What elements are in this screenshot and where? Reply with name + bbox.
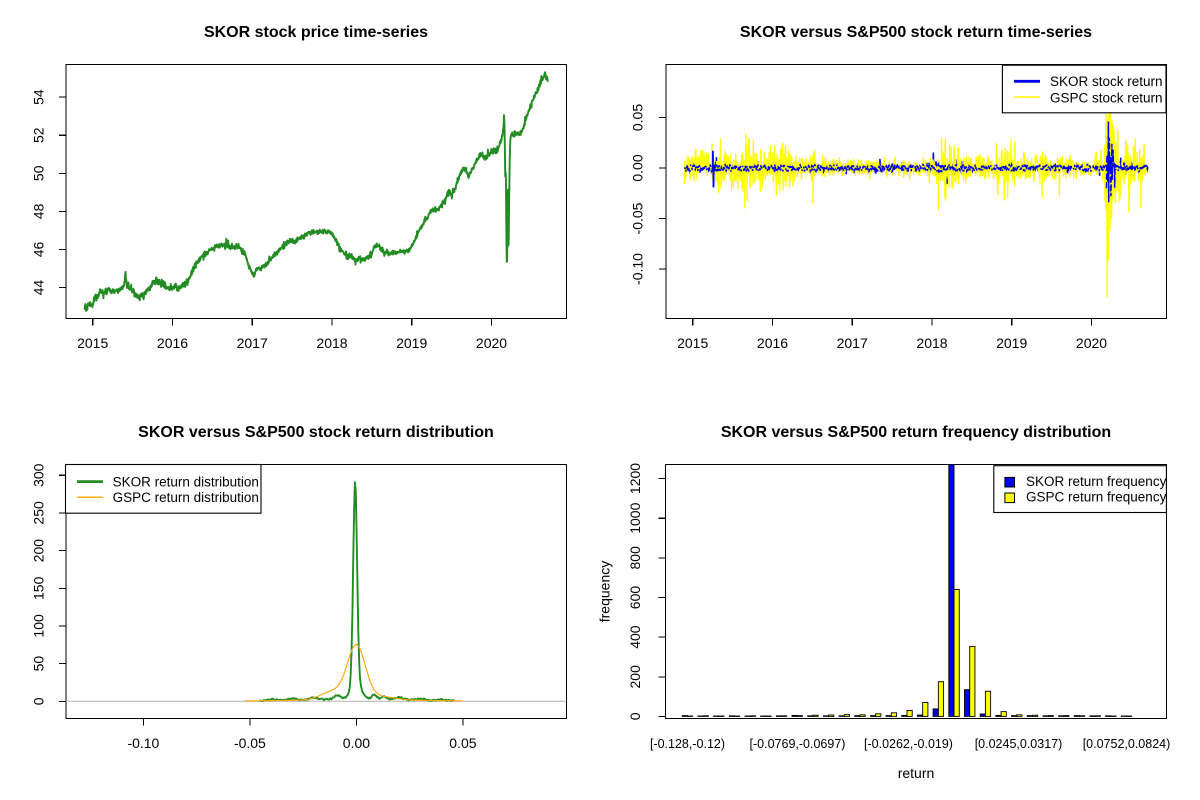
svg-text:-0.10: -0.10 <box>630 253 646 285</box>
svg-text:SKOR versus S&P500 stock retur: SKOR versus S&P500 stock return time-ser… <box>740 24 1092 41</box>
svg-text:GSPC return frequency: GSPC return frequency <box>1026 490 1167 505</box>
svg-text:0.05: 0.05 <box>449 735 476 751</box>
svg-text:2019: 2019 <box>996 335 1027 351</box>
svg-text:200: 200 <box>31 539 47 563</box>
svg-text:400: 400 <box>627 625 643 649</box>
svg-text:600: 600 <box>627 586 643 610</box>
svg-text:SKOR versus S&P500 return freq: SKOR versus S&P500 return frequency dist… <box>721 424 1111 441</box>
svg-text:[0.0752,0.0824): [0.0752,0.0824) <box>1083 737 1171 751</box>
svg-text:0: 0 <box>31 697 47 705</box>
svg-text:50: 50 <box>31 656 47 672</box>
svg-text:SKOR return frequency: SKOR return frequency <box>1026 474 1167 489</box>
svg-text:2017: 2017 <box>837 335 868 351</box>
svg-text:48: 48 <box>31 203 47 219</box>
svg-text:0.00: 0.00 <box>343 735 370 751</box>
svg-text:2016: 2016 <box>157 335 188 351</box>
svg-text:46: 46 <box>31 242 47 258</box>
svg-text:2020: 2020 <box>476 335 507 351</box>
svg-text:return: return <box>898 765 935 781</box>
svg-text:2018: 2018 <box>916 335 947 351</box>
svg-text:2015: 2015 <box>77 335 108 351</box>
svg-text:100: 100 <box>31 614 47 638</box>
svg-text:GSPC return distribution: GSPC return distribution <box>113 490 259 505</box>
svg-text:-0.10: -0.10 <box>127 735 159 751</box>
svg-text:SKOR stock price time-series: SKOR stock price time-series <box>204 24 428 41</box>
svg-text:SKOR versus S&P500 stock retur: SKOR versus S&P500 stock return distribu… <box>138 424 494 441</box>
svg-text:GSPC stock return: GSPC stock return <box>1050 90 1163 105</box>
svg-text:50: 50 <box>31 165 47 181</box>
svg-text:800: 800 <box>627 546 643 570</box>
svg-text:[-0.0262,-0.019): [-0.0262,-0.019) <box>864 737 953 751</box>
svg-text:1200: 1200 <box>627 463 643 494</box>
svg-text:SKOR stock return: SKOR stock return <box>1050 74 1163 89</box>
svg-text:0.05: 0.05 <box>630 104 646 131</box>
svg-text:2019: 2019 <box>396 335 427 351</box>
svg-text:2016: 2016 <box>757 335 788 351</box>
svg-text:2015: 2015 <box>677 335 708 351</box>
svg-text:frequency: frequency <box>596 561 612 622</box>
svg-text:250: 250 <box>31 501 47 525</box>
svg-text:SKOR return distribution: SKOR return distribution <box>113 474 259 489</box>
svg-text:54: 54 <box>31 89 47 105</box>
svg-text:2017: 2017 <box>237 335 268 351</box>
svg-text:1000: 1000 <box>627 502 643 533</box>
svg-text:0.00: 0.00 <box>630 154 646 181</box>
svg-text:[-0.0769,-0.0697): [-0.0769,-0.0697) <box>750 737 846 751</box>
svg-text:0: 0 <box>627 712 643 720</box>
svg-text:2018: 2018 <box>316 335 347 351</box>
svg-text:-0.05: -0.05 <box>630 202 646 234</box>
svg-text:2020: 2020 <box>1076 335 1107 351</box>
svg-text:[0.0245,0.0317): [0.0245,0.0317) <box>975 737 1063 751</box>
svg-text:[-0.128,-0.12): [-0.128,-0.12) <box>650 737 725 751</box>
svg-text:200: 200 <box>627 665 643 689</box>
svg-text:300: 300 <box>31 463 47 487</box>
svg-text:52: 52 <box>31 127 47 143</box>
svg-text:-0.05: -0.05 <box>234 735 266 751</box>
svg-text:150: 150 <box>31 576 47 600</box>
svg-text:44: 44 <box>31 280 47 296</box>
